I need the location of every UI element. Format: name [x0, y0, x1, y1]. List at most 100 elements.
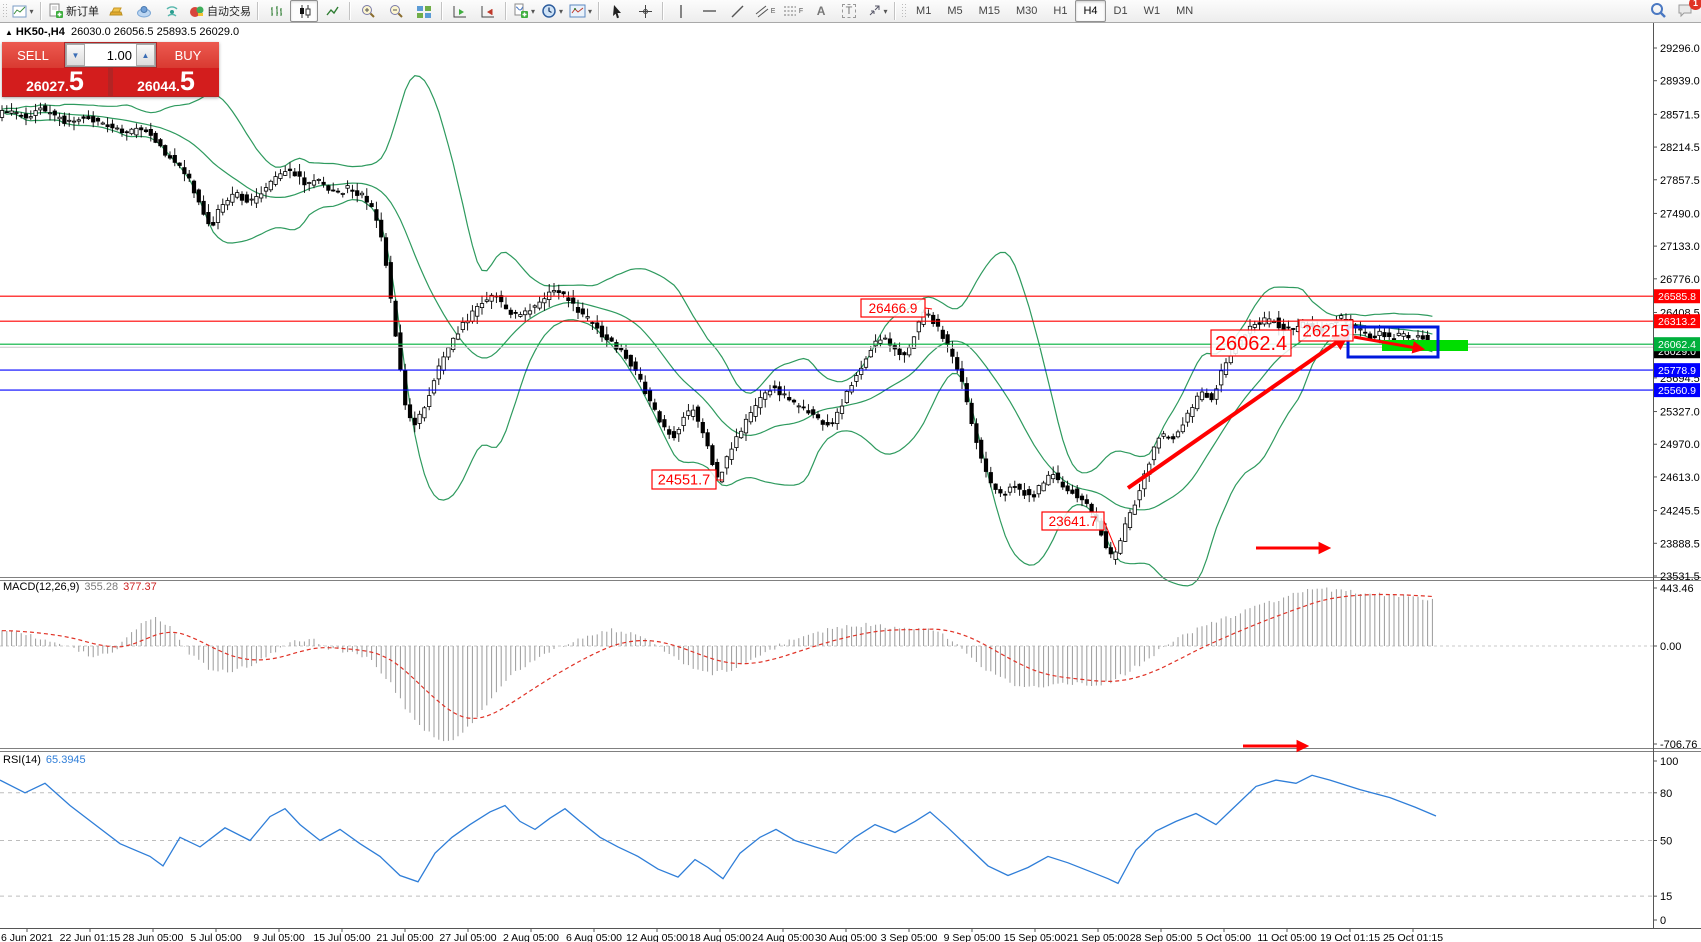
time-axis: 6 Jun 2021 22 Jun 01:15 28 Jun 05:00 5 Jul … — [1, 928, 1443, 942]
volume-increase-button[interactable]: ▲ — [136, 44, 155, 66]
tf-button-m1[interactable]: M1 — [916, 5, 932, 17]
price-annotation-box — [1210, 329, 1292, 357]
sell-button[interactable]: SELL — [2, 42, 64, 68]
arrows-tool[interactable]: ▾ — [863, 0, 891, 22]
svg-text:22 Jun 01:15: 22 Jun 01:15 — [60, 932, 121, 942]
equidistant-channel-tool[interactable]: E — [751, 0, 779, 22]
tile-windows-button[interactable] — [410, 0, 438, 22]
panel-frame — [0, 22, 1701, 929]
line-chart-mode-button[interactable] — [318, 0, 346, 22]
price-tag-26062.4 — [1654, 337, 1700, 352]
sell-price-display[interactable]: 26027. 5 — [2, 68, 108, 96]
crosshair-icon — [638, 4, 653, 19]
svg-text:25327.0: 25327.0 — [1660, 407, 1700, 419]
bar-chart-mode-button[interactable] — [262, 0, 290, 22]
svg-text:23531.5: 23531.5 — [1660, 571, 1700, 583]
new-order-button[interactable]: 新订单 — [45, 0, 102, 22]
svg-text:29296.0: 29296.0 — [1660, 43, 1700, 55]
svg-text:28939.0: 28939.0 — [1660, 76, 1700, 88]
svg-text:12 Aug 05:00: 12 Aug 05:00 — [626, 932, 688, 942]
tf-button-m15[interactable]: M15 — [978, 5, 1001, 17]
price-tag-25560.9 — [1654, 383, 1700, 398]
buy-price-display[interactable]: 26044. 5 — [113, 68, 219, 96]
collapse-marker-icon[interactable]: ▲ — [5, 28, 13, 37]
svg-text:18 Aug 05:00: 18 Aug 05:00 — [689, 932, 751, 942]
tf-button-d1[interactable]: D1 — [1113, 5, 1128, 17]
chart-symbol-period: HK50-,H4 — [15, 26, 65, 38]
macd-value: 355.28 — [84, 581, 119, 593]
price-tag-26313.2 — [1654, 314, 1700, 329]
chart-title: ▲ HK50-,H4 26030.0 26056.5 25893.5 26029.… — [5, 26, 239, 38]
toolbar-grip[interactable] — [2, 3, 7, 19]
volume-input[interactable] — [85, 44, 136, 66]
period-button[interactable]: ▾ — [538, 0, 566, 22]
crosshair-tool-button[interactable] — [631, 0, 659, 22]
notifications-button[interactable]: 1 — [1677, 0, 1701, 21]
svg-text:80: 80 — [1660, 788, 1672, 800]
auto-scroll-button[interactable] — [474, 0, 502, 22]
svg-text:6 Aug 05:00: 6 Aug 05:00 — [566, 932, 622, 942]
trendline-tool[interactable] — [723, 0, 751, 22]
buy-button[interactable]: BUY — [157, 42, 219, 68]
add-indicator-button[interactable]: ▾ — [510, 0, 538, 22]
svg-text:28 Jun 05:00: 28 Jun 05:00 — [123, 932, 184, 942]
macd-indicator-label: MACD(12,26,9) 355.28 377.37 — [3, 581, 157, 593]
chart-window-icon — [12, 4, 27, 19]
zoom-in-button[interactable] — [354, 0, 382, 22]
macd-signal-value: 377.37 — [123, 581, 157, 593]
chart-shift-button[interactable] — [446, 0, 474, 22]
vertical-line-tool[interactable] — [667, 0, 695, 22]
new-order-label: 新订单 — [66, 6, 99, 18]
template-icon — [569, 4, 586, 18]
svg-text:5 Jul 05:00: 5 Jul 05:00 — [190, 932, 242, 942]
candlestick-mode-button[interactable] — [290, 0, 318, 22]
svg-text:24245.5: 24245.5 — [1660, 506, 1700, 518]
tf-button-m5[interactable]: M5 — [947, 5, 963, 17]
fibonacci-tool[interactable]: F — [779, 0, 807, 22]
price-annotation-text: 26466.9 — [869, 301, 918, 316]
svg-text:27490.0: 27490.0 — [1660, 208, 1700, 220]
svg-text:25 Oct 01:15: 25 Oct 01:15 — [1383, 932, 1443, 942]
rsi-indicator-label: RSI(14) 65.3945 — [3, 754, 86, 766]
horizontal-line-tool[interactable] — [695, 0, 723, 22]
symbol-chart-button[interactable]: ▾ — [9, 0, 37, 22]
svg-text:27 Jul 05:00: 27 Jul 05:00 — [439, 932, 496, 942]
signal-button[interactable] — [158, 0, 186, 22]
bar-chart-icon — [269, 4, 284, 19]
tf-button-m30[interactable]: M30 — [1016, 5, 1038, 17]
price-tag-25778.9 — [1654, 363, 1700, 378]
profile-button[interactable] — [130, 0, 158, 22]
bollinger-middle — [1, 109, 1433, 511]
template-button[interactable]: ▾ — [566, 0, 595, 22]
search-icon[interactable] — [1649, 1, 1667, 22]
price-annotation-text: 26215 — [1302, 322, 1349, 341]
svg-text:25560.9: 25560.9 — [1658, 385, 1696, 397]
arrows-icon — [867, 4, 882, 18]
tf-button-h4[interactable]: H4 — [1075, 0, 1106, 22]
tf-button-mn[interactable]: MN — [1176, 5, 1194, 17]
rsi-value: 65.3945 — [45, 754, 86, 766]
red-arrow-1 — [1353, 335, 1426, 354]
text-label-tool[interactable]: T — [835, 0, 863, 22]
svg-text:15 Jul 05:00: 15 Jul 05:00 — [313, 932, 370, 942]
auto-trading-icon — [189, 4, 205, 18]
market-watch-button[interactable] — [102, 0, 130, 22]
svg-text:15: 15 — [1660, 891, 1672, 903]
tf-button-w1[interactable]: W1 — [1143, 5, 1161, 17]
price-annotation-text: 23641.7 — [1049, 514, 1098, 529]
zoom-in-icon — [360, 3, 376, 19]
auto-trading-button[interactable]: 自动交易 — [186, 0, 254, 22]
rsi-line — [0, 774, 1437, 885]
svg-text:19 Oct 01:15: 19 Oct 01:15 — [1320, 932, 1380, 942]
candles-layer — [0, 102, 1435, 565]
text-tool[interactable]: A — [807, 0, 835, 22]
zoom-out-button[interactable] — [382, 0, 410, 22]
svg-text:100: 100 — [1660, 756, 1678, 768]
svg-text:21 Sep 05:00: 21 Sep 05:00 — [1067, 932, 1130, 942]
tf-button-h1[interactable]: H1 — [1053, 5, 1068, 17]
cursor-tool-button[interactable] — [603, 0, 631, 22]
horizontal-line-icon — [702, 5, 717, 17]
volume-decrease-button[interactable]: ▼ — [66, 44, 85, 66]
